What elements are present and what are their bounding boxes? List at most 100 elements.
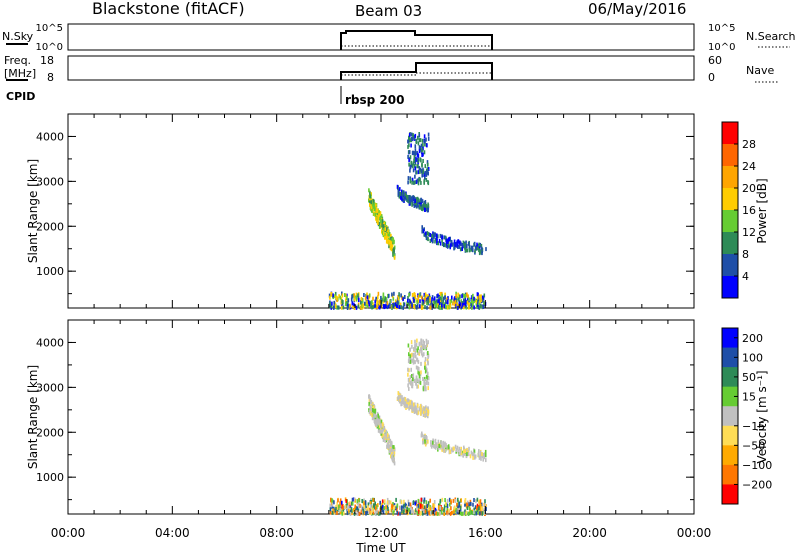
range-gate-cell — [423, 343, 425, 348]
range-gate-cell — [448, 305, 451, 310]
range-gate-cell — [378, 419, 380, 424]
colorbar-tick: −200 — [742, 478, 772, 491]
range-gate-cell — [372, 296, 374, 301]
range-gate-cell — [385, 434, 387, 439]
range-gate-cell — [422, 299, 425, 304]
range-gate-cell — [480, 243, 483, 248]
colorbar-tick: 12 — [742, 226, 756, 239]
range-gate-cell — [390, 241, 393, 246]
range-gate-cell — [424, 509, 427, 514]
range-gate-cell — [341, 299, 343, 304]
range-gate-cell — [409, 375, 412, 380]
range-gate-cell — [407, 301, 410, 306]
range-gate-cell — [349, 303, 351, 308]
range-gate-cell — [396, 508, 398, 512]
range-gate-cell — [471, 305, 473, 310]
range-gate-cell — [389, 500, 392, 505]
range-gate-cell — [369, 507, 371, 512]
range-gate-cell — [337, 498, 339, 503]
range-gate-cell — [450, 506, 452, 511]
range-gate-cell — [424, 292, 427, 297]
range-gate-cell — [426, 305, 428, 310]
range-gate-cell — [426, 504, 428, 509]
range-gate-cell — [408, 292, 410, 297]
range-gate-cell — [382, 231, 385, 236]
range-gate-cell — [473, 498, 475, 502]
range-gate-cell — [458, 242, 460, 247]
range-gate-cell — [389, 303, 391, 308]
range-gate-cell — [374, 299, 376, 304]
range-gate-cell — [371, 413, 373, 418]
range-gate-cell — [454, 499, 457, 503]
range-gate-cell — [393, 505, 396, 510]
range-gate-cell — [417, 141, 420, 146]
x-tick-label: 04:00 — [155, 526, 190, 540]
range-gate-cell — [482, 452, 485, 457]
range-gate-cell — [432, 237, 434, 242]
range-gate-cell — [449, 511, 452, 516]
range-gate-cell — [474, 454, 476, 459]
range-gate-cell — [439, 511, 441, 516]
range-gate-cell — [445, 241, 448, 246]
range-gate-cell — [421, 163, 423, 168]
range-gate-cell — [422, 207, 424, 212]
colorbar-tick: 200 — [742, 332, 763, 345]
range-gate-cell — [409, 178, 412, 182]
range-gate-cell — [375, 422, 377, 426]
range-gate-cell — [426, 143, 428, 148]
range-gate-cell — [427, 354, 429, 359]
range-gate-cell — [415, 201, 417, 206]
range-gate-cell — [358, 498, 361, 503]
range-gate-cell — [435, 299, 438, 304]
range-gate-cell — [413, 379, 416, 383]
range-gate-cell — [447, 300, 449, 305]
range-gate-cell — [433, 500, 436, 504]
range-gate-cell — [466, 244, 468, 248]
range-gate-cell — [484, 503, 486, 508]
range-gate-cell — [431, 505, 433, 510]
range-gate-cell — [379, 500, 381, 505]
range-gate-cell — [408, 199, 411, 204]
range-gate-cell — [407, 154, 409, 159]
range-gate-cell — [351, 501, 354, 506]
range-gate-cell — [446, 504, 449, 508]
range-gate-cell — [338, 504, 340, 509]
range-gate-cell — [411, 293, 414, 297]
range-gate-cell — [389, 240, 392, 245]
range-gate-cell — [382, 224, 385, 229]
range-gate-cell — [407, 144, 409, 149]
range-gate-cell — [348, 304, 350, 309]
range-gate-cell — [353, 497, 356, 502]
range-gate-cell — [460, 242, 462, 247]
range-gate-cell — [439, 505, 442, 510]
range-gate-cell — [363, 301, 366, 306]
range-gate-cell — [414, 133, 417, 138]
range-gate-cell — [382, 304, 385, 308]
range-gate-cell — [434, 443, 437, 448]
range-gate-cell — [377, 295, 379, 300]
range-gate-cell — [448, 243, 450, 248]
range-gate-cell — [387, 293, 389, 298]
range-gate-cell — [412, 352, 415, 357]
range-gate-cell — [423, 376, 426, 381]
range-gate-cell — [366, 292, 368, 297]
range-gate-cell — [407, 197, 409, 202]
range-gate-cell — [408, 305, 411, 310]
range-gate-cell — [453, 239, 456, 244]
range-gate-cell — [424, 362, 426, 366]
x-tick-label: 00:00 — [51, 526, 86, 540]
range-gate-cell — [411, 151, 414, 156]
range-gate-cell — [425, 379, 428, 384]
range-gate-cell — [430, 440, 432, 445]
range-gate-cell — [390, 508, 393, 513]
range-gate-cell — [424, 365, 426, 370]
range-gate-cell — [331, 505, 333, 509]
range-gate-cell — [479, 249, 481, 254]
colorbar-tick: 24 — [742, 160, 756, 173]
range-gate-cell — [417, 178, 420, 183]
range-gate-cell — [422, 387, 425, 392]
range-gate-cell — [375, 296, 377, 301]
range-gate-cell — [331, 502, 334, 507]
range-gate-cell — [399, 192, 402, 197]
range-gate-cell — [418, 502, 421, 507]
